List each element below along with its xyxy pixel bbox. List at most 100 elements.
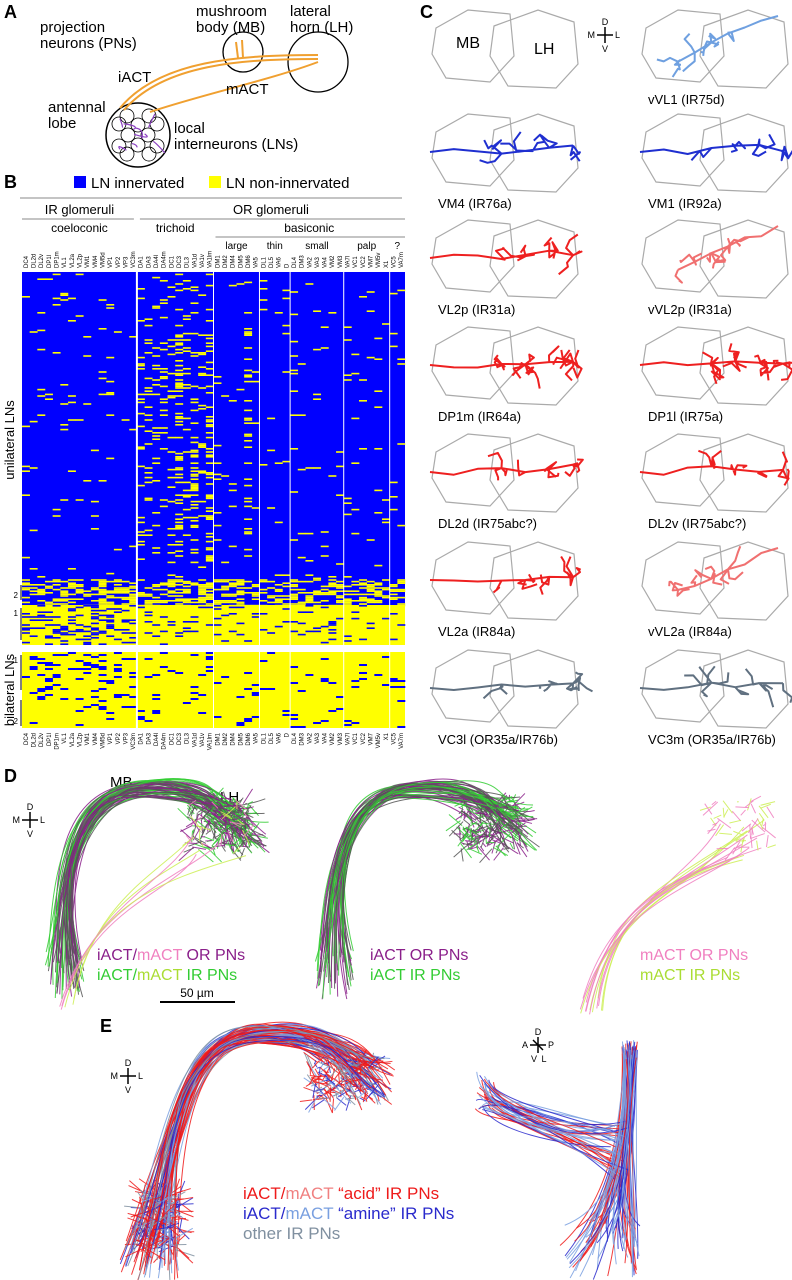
heatmap-cell [267,688,276,690]
heatmap-cell [182,315,191,317]
heatmap-cell [359,596,367,599]
heatmap-cell [389,481,398,484]
heatmap-cell [244,409,253,412]
heatmap-cell [236,579,245,581]
heatmap-cell [67,587,76,589]
heatmap-cell [29,568,38,570]
column-label: VP1 [108,732,114,744]
column-label: VA3 [315,256,321,268]
heatmap-cell [389,598,398,600]
heatmap-cell [37,593,46,596]
heatmap-cell [60,590,69,592]
compass-label: P [548,1040,554,1050]
heatmap-cell [190,475,199,477]
heatmap-cell [52,508,61,511]
heatmap-cell [305,580,314,583]
heatmap-cell [397,680,406,682]
heatmap-cell [313,630,322,633]
heatmap-cell [297,611,306,613]
heatmap-cell [389,345,398,348]
heatmap-cell [336,596,345,599]
heatmap-cell [182,280,191,282]
heatmap-cell [305,467,314,469]
heatmap-cell [159,584,168,586]
heatmap-cell [144,499,153,501]
heatmap-cell [129,706,138,708]
heatmap-cell [159,414,168,416]
pn-trace [156,1028,383,1258]
legend-part: mACT [286,1204,334,1223]
heatmap-cell [190,409,199,412]
pn-trace [618,1050,636,1252]
heatmap-cell [175,635,184,637]
heatmap-cell [190,454,199,456]
heatmap-cell [98,601,107,604]
label: local [174,120,205,137]
column-label: VL2p [77,732,83,747]
column-label: VP1 [108,256,114,268]
heatmap-cell [397,588,406,591]
neuropil-outline [641,433,789,513]
heatmap-cell [297,604,306,607]
heatmap-cell [60,600,69,602]
legend-swatch [74,176,86,188]
compass-label: D [27,802,34,812]
heatmap-cell [37,662,46,664]
heatmap-cell [397,582,406,584]
heatmap-cell [90,627,99,629]
heatmap-cell [205,510,214,512]
heatmap-cell [274,584,283,586]
heatmap-cell [98,480,107,482]
heatmap-cell [159,666,168,668]
heatmap-cell [144,593,153,596]
heatmap-cell [37,619,46,621]
legend-entry: iACT/mACT “amine” IR PNs [243,1204,454,1223]
heatmap-cell [336,465,345,468]
heatmap-cell [190,286,199,288]
heatmap-cell [205,518,214,520]
heatmap-cell [98,585,107,588]
heatmap-cell [343,379,352,381]
heatmap-cell [336,696,345,698]
neuropil-outline [431,541,579,621]
heatmap-cell [290,596,299,599]
heatmap-cell [144,595,153,597]
heatmap-cell [106,393,115,396]
label: C [420,2,433,22]
heatmap-cell [351,580,360,583]
label: palp [357,241,376,252]
heatmap-cell [67,395,76,397]
heatmap-cell [67,598,76,600]
heatmap-cell [136,521,145,524]
heatmap-cell [52,603,61,605]
label: lateral [290,3,331,20]
heatmap-cell [37,698,46,700]
heatmap-cell [75,598,84,600]
heatmap-cell [343,635,352,637]
heatmap-cell [37,688,46,690]
heatmap-cell [136,398,145,400]
heatmap-cell [190,483,199,485]
heatmap-cell [290,491,299,493]
heatmap-cell [213,524,222,527]
heatmap-cell [159,342,168,344]
heatmap-cell [190,686,199,688]
pn-trace [325,782,509,965]
heatmap-cell [366,291,375,293]
heatmap-cell [328,576,337,578]
heatmap-cell [121,580,130,583]
heatmap-cell [106,596,115,599]
heatmap-cell [198,353,207,356]
heatmap-cell [274,595,283,597]
heatmap-cell [190,486,199,488]
heatmap-cell [167,600,176,602]
heatmap-cell [152,347,161,349]
heatmap-cell [336,451,345,453]
heatmap-cell [98,700,107,702]
heatmap-cell [205,451,214,453]
heatmap-cell [83,605,92,607]
heatmap-cell [37,614,46,617]
heatmap-cell [251,613,260,615]
pn-trace [322,784,536,999]
heatmap-cell [167,339,176,341]
